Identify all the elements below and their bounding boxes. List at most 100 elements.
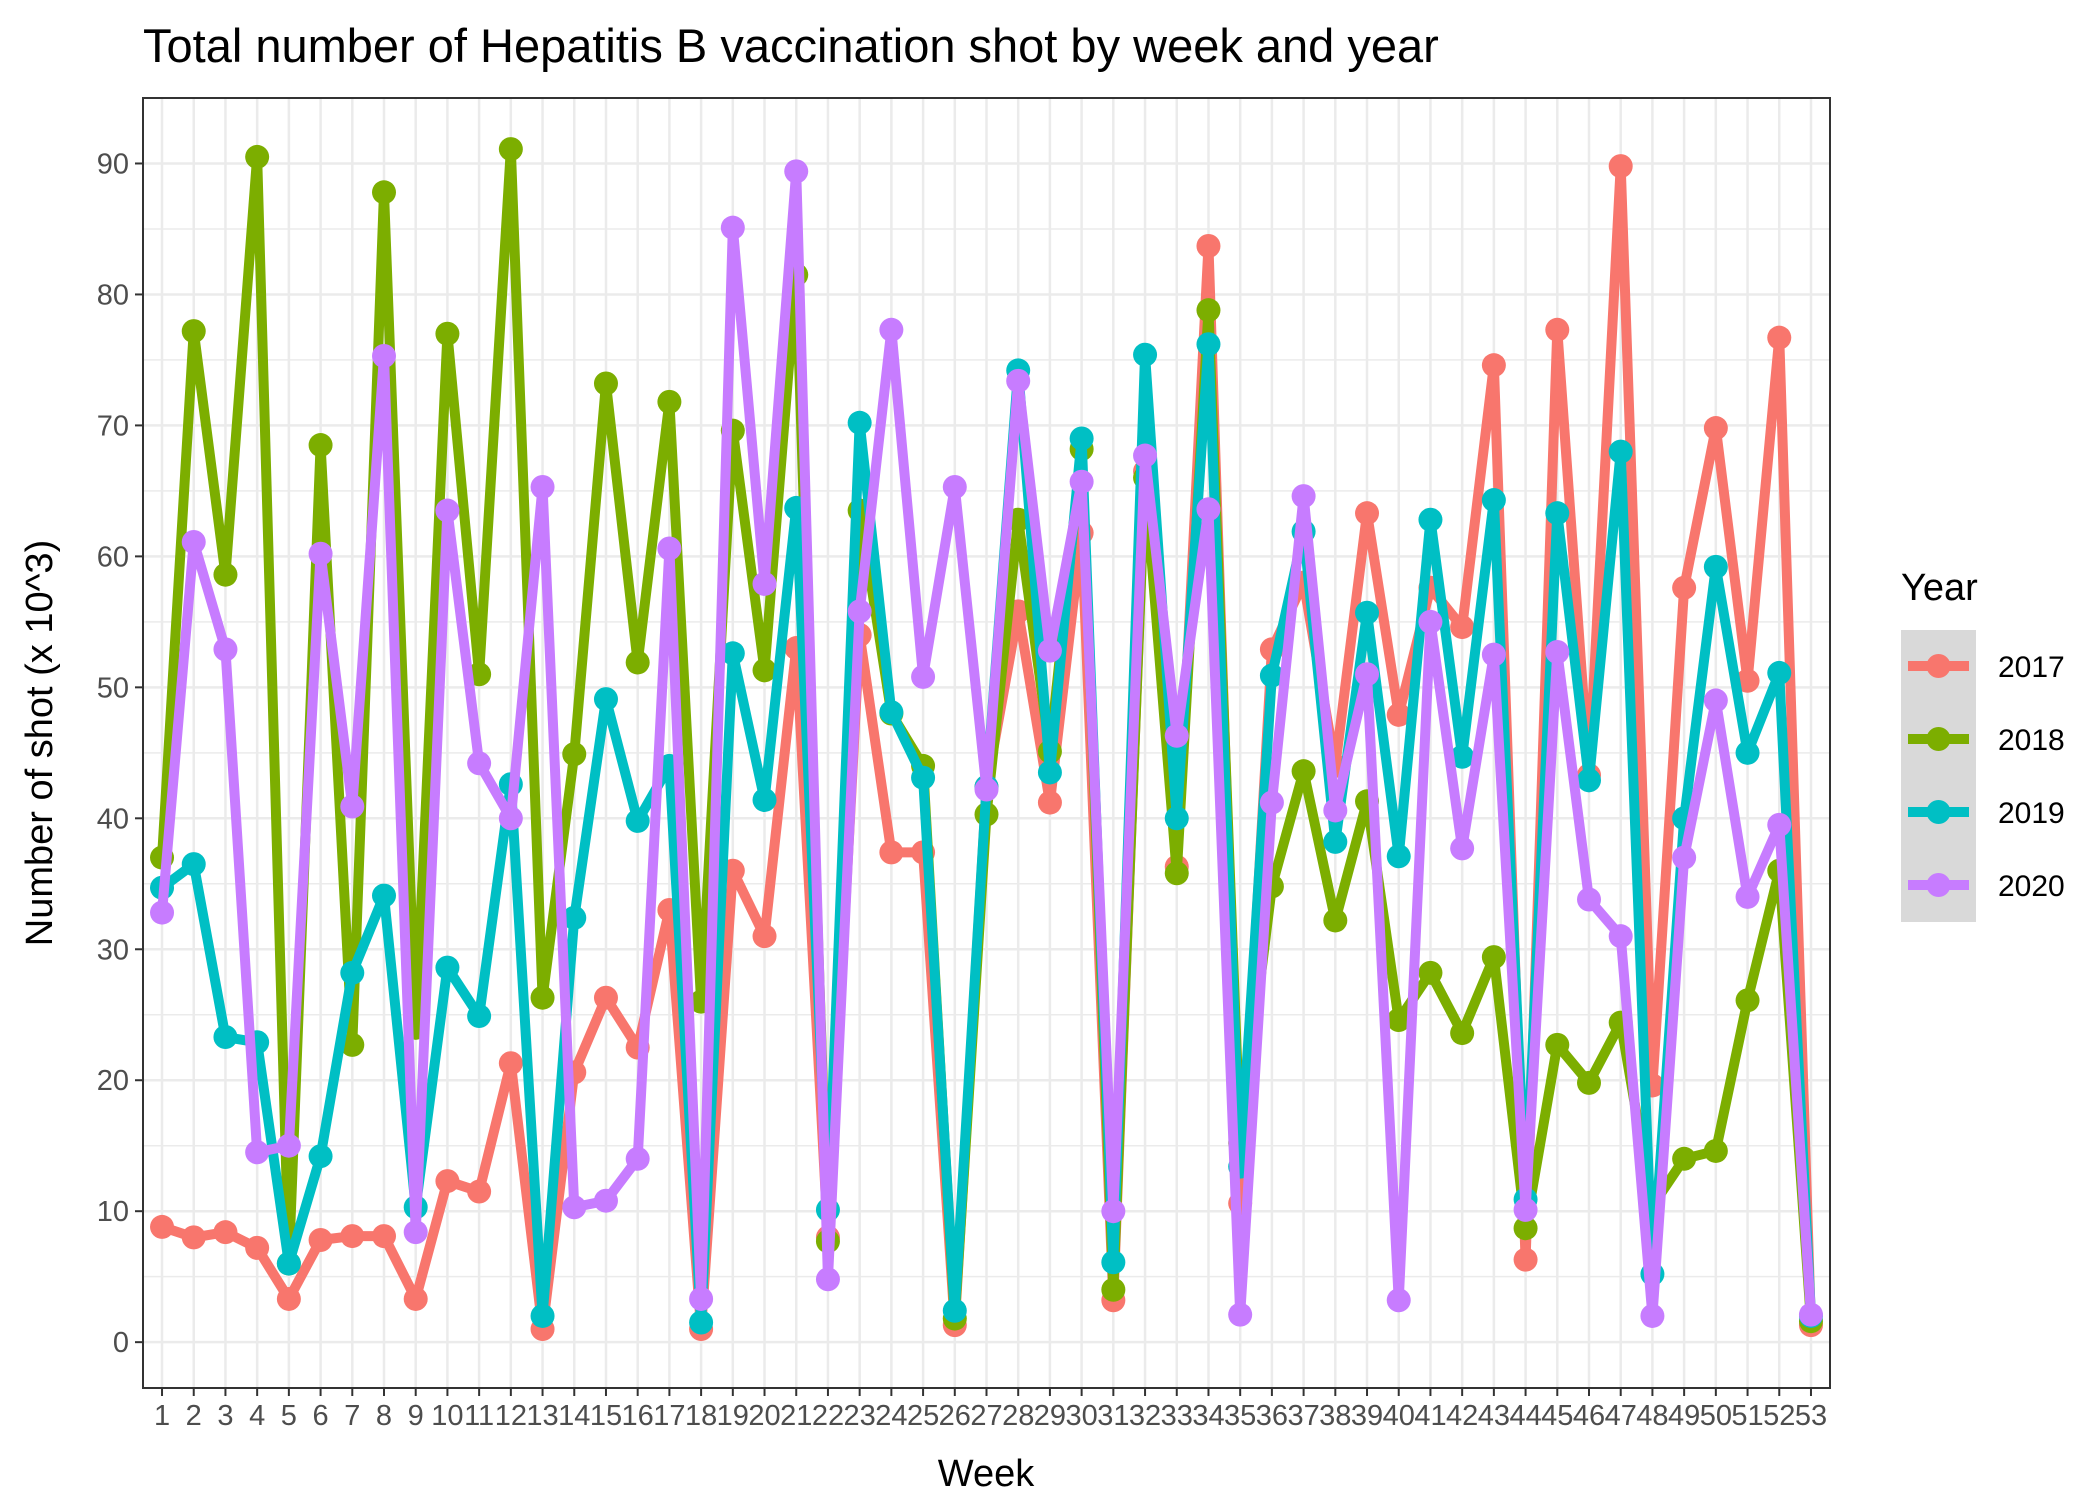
x-tick-label: 9 xyxy=(408,1400,424,1432)
data-point-2020 xyxy=(1386,1288,1411,1313)
x-tick-label: 12 xyxy=(495,1400,527,1432)
data-point-2020 xyxy=(1481,642,1506,667)
x-tick-label: 8 xyxy=(376,1400,392,1432)
data-point-2019 xyxy=(213,1025,238,1050)
y-tick-label: 0 xyxy=(113,1327,129,1359)
data-point-2019 xyxy=(1767,660,1792,685)
data-point-2020 xyxy=(1323,798,1348,823)
data-point-2020 xyxy=(1450,836,1475,861)
x-axis: 1 2 3 4 5 6 7 8 9 10 11 12 13 14 15 16 17 18 19 20 21 22 23 24 2… xyxy=(154,1388,1827,1432)
data-point-2019 xyxy=(847,410,872,435)
data-point-2019 xyxy=(689,1310,714,1335)
data-point-2017 xyxy=(752,924,777,949)
x-tick-label: 42 xyxy=(1446,1400,1478,1432)
x-tick-label: 28 xyxy=(1002,1400,1034,1432)
legend-key-point xyxy=(1926,654,1951,678)
data-point-2020 xyxy=(974,777,999,802)
x-tick-label: 50 xyxy=(1700,1400,1732,1432)
x-tick-label: 18 xyxy=(685,1400,717,1432)
data-point-2018 xyxy=(1481,945,1506,970)
x-tick-label: 17 xyxy=(653,1400,685,1432)
y-tick-label: 30 xyxy=(97,934,129,966)
data-point-2017 xyxy=(435,1169,460,1194)
x-tick-label: 51 xyxy=(1731,1400,1763,1432)
data-point-2019 xyxy=(1259,663,1284,688)
x-tick-label: 25 xyxy=(907,1400,939,1432)
chart-title: Total number of Hepatitis B vaccination … xyxy=(143,19,1439,72)
data-point-2017 xyxy=(467,1179,492,1204)
data-point-2019 xyxy=(1577,768,1601,793)
data-point-2019 xyxy=(1386,844,1411,869)
data-point-2018 xyxy=(498,137,523,162)
data-point-2020 xyxy=(1037,638,1062,663)
data-point-2020 xyxy=(752,571,777,596)
x-tick-label: 7 xyxy=(344,1400,360,1432)
series-layer xyxy=(150,137,1823,1342)
data-point-2018 xyxy=(1418,960,1443,985)
data-point-2020 xyxy=(1133,443,1158,468)
data-point-2018 xyxy=(1513,1216,1538,1241)
x-tick-label: 37 xyxy=(1287,1400,1319,1432)
data-point-2018 xyxy=(1164,861,1189,886)
legend-key-point xyxy=(1926,727,1951,751)
data-point-2019 xyxy=(435,955,460,980)
data-point-2019 xyxy=(1196,332,1221,357)
y-tick-label: 70 xyxy=(97,410,129,442)
data-point-2017 xyxy=(1513,1247,1538,1272)
data-point-2019 xyxy=(1481,488,1506,513)
x-tick-label: 48 xyxy=(1636,1400,1668,1432)
legend-title: Year xyxy=(1901,567,1978,609)
y-tick-label: 50 xyxy=(97,672,129,704)
data-point-2017 xyxy=(403,1286,428,1311)
x-tick-label: 39 xyxy=(1351,1400,1383,1432)
data-point-2020 xyxy=(498,806,523,831)
x-tick-label: 38 xyxy=(1319,1400,1351,1432)
legend-key-point xyxy=(1926,873,1951,897)
data-point-2019 xyxy=(593,687,618,712)
data-point-2020 xyxy=(1196,497,1221,522)
data-point-2018 xyxy=(1703,1138,1728,1163)
data-point-2020 xyxy=(1577,887,1601,912)
x-tick-label: 29 xyxy=(1034,1400,1066,1432)
legend-item-2020: 2020 xyxy=(1908,870,2065,903)
data-point-2017 xyxy=(1608,154,1633,179)
y-axis: 0 10 20 30 40 50 60 70 80 90 xyxy=(97,148,143,1359)
x-tick-label: 15 xyxy=(590,1400,622,1432)
data-point-2018 xyxy=(1101,1277,1126,1302)
data-point-2018 xyxy=(1196,298,1221,323)
data-point-2018 xyxy=(1291,759,1316,784)
legend-key-point xyxy=(1926,800,1951,824)
data-point-2020 xyxy=(657,536,682,561)
x-tick-label: 30 xyxy=(1065,1400,1097,1432)
data-point-2020 xyxy=(1672,845,1697,870)
x-tick-label: 22 xyxy=(812,1400,844,1432)
x-tick-label: 13 xyxy=(526,1400,558,1432)
data-point-2020 xyxy=(1640,1303,1665,1328)
data-point-2020 xyxy=(562,1195,587,1220)
data-point-2019 xyxy=(340,960,365,985)
series-2018 xyxy=(150,137,1823,1334)
data-point-2020 xyxy=(181,529,206,554)
data-point-2017 xyxy=(1545,317,1570,342)
data-point-2017 xyxy=(181,1225,206,1250)
data-point-2019 xyxy=(1545,501,1570,526)
data-point-2019 xyxy=(1608,439,1633,464)
data-point-2020 xyxy=(942,474,967,499)
data-point-2020 xyxy=(1545,639,1570,664)
x-tick-label: 16 xyxy=(622,1400,654,1432)
data-point-2020 xyxy=(276,1133,301,1158)
data-point-2020 xyxy=(1418,609,1443,634)
data-point-2019 xyxy=(1164,806,1189,831)
x-tick-label: 2 xyxy=(186,1400,202,1432)
data-point-2017 xyxy=(308,1228,333,1253)
data-point-2017 xyxy=(1735,668,1760,693)
legend-items: 2017 2018 2019 2020 xyxy=(1908,651,2065,903)
data-point-2020 xyxy=(1355,662,1380,687)
data-point-2018 xyxy=(625,650,650,675)
x-tick-label: 40 xyxy=(1383,1400,1415,1432)
y-tick-label: 20 xyxy=(97,1065,129,1097)
x-tick-label: 6 xyxy=(313,1400,329,1432)
data-point-2020 xyxy=(435,498,460,523)
x-tick-label: 5 xyxy=(281,1400,297,1432)
